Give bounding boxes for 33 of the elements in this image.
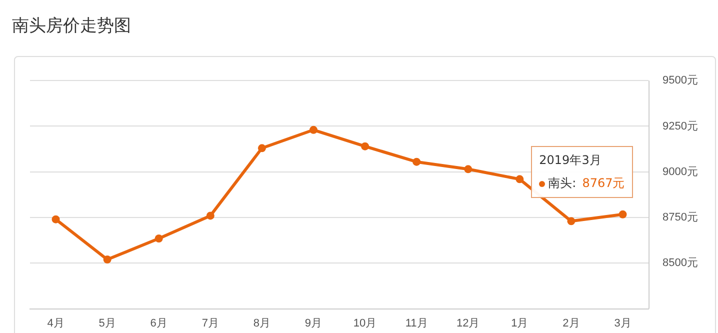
- chart-title: 南头房价走势图: [12, 15, 131, 37]
- x-tick-label: 12月: [456, 317, 480, 330]
- x-tick-label: 1月: [511, 317, 528, 330]
- point: [154, 234, 163, 243]
- x-tick-label: 11月: [405, 317, 428, 330]
- x-tick-label: 8月: [253, 317, 271, 330]
- point: [516, 175, 524, 184]
- legend-label: 南头:: [548, 175, 576, 192]
- annotation: 2019年3月: [539, 152, 602, 170]
- point: [464, 165, 472, 174]
- x-tick-label: 10月: [353, 317, 377, 330]
- point: [258, 144, 266, 152]
- point: [206, 212, 214, 220]
- y-tick-label: 9500元: [662, 74, 698, 87]
- point: [52, 215, 60, 224]
- y-tick-label: 9000元: [662, 166, 698, 178]
- data-label: 8767元: [582, 175, 625, 192]
- point: [361, 142, 370, 150]
- x-tick-label: 9月: [304, 317, 322, 330]
- x-tick-label: 7月: [202, 317, 219, 330]
- x-tick-label: 6月: [150, 317, 168, 330]
- point: [412, 158, 421, 166]
- x-tick-label: 4月: [47, 317, 64, 330]
- x-tick-label: 5月: [98, 317, 116, 330]
- point: [618, 210, 627, 218]
- point: [567, 217, 576, 226]
- y-tick-label: 8500元: [662, 257, 698, 270]
- point: [103, 256, 112, 264]
- y-tick-label: 9250元: [662, 120, 698, 132]
- x-tick-label: 3月: [614, 317, 632, 330]
- x-tick-label: 2月: [562, 317, 580, 330]
- y-tick-label: 8750元: [662, 212, 698, 224]
- point: [309, 126, 318, 134]
